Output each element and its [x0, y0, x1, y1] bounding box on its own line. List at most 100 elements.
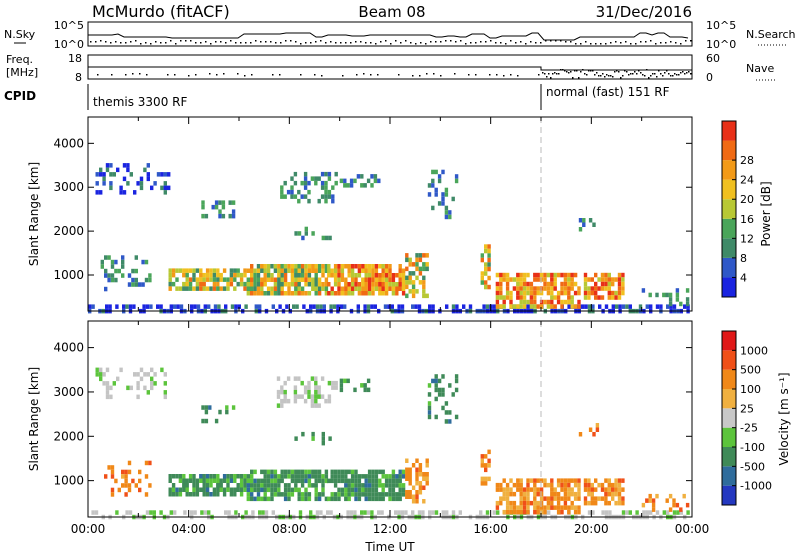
- heatmap-cell: [109, 181, 113, 186]
- heatmap-cell: [434, 187, 438, 193]
- heatmap-cell: [560, 509, 564, 515]
- heatmap-cell: [522, 491, 527, 497]
- heatmap-cell: [283, 483, 288, 488]
- heatmap-cell: [567, 491, 571, 497]
- heatmap-cell: [277, 286, 281, 291]
- heatmap-cell: [570, 281, 574, 287]
- heatmap-cell: [175, 487, 179, 492]
- heatmap-cell: [195, 286, 200, 291]
- heatmap-cell: [315, 304, 320, 309]
- heatmap-cell: [536, 290, 540, 296]
- heatmap-cell: [604, 496, 608, 501]
- heatmap-cell: [567, 496, 571, 501]
- heatmap-cell: [411, 499, 416, 504]
- heatmap-cell: [553, 487, 557, 492]
- heatmap-cell: [536, 487, 540, 492]
- y-tick-label: 3000: [53, 385, 84, 399]
- nsearch-dot: [590, 43, 592, 45]
- heatmap-cell: [260, 291, 264, 296]
- heatmap-cell: [195, 483, 200, 488]
- heatmap-cell: [621, 286, 625, 291]
- heatmap-cell: [300, 483, 305, 488]
- heatmap-cell: [495, 272, 500, 278]
- heatmap-cell: [604, 272, 608, 278]
- heatmap-cell: [454, 387, 459, 393]
- heatmap-cell: [604, 304, 609, 309]
- heatmap-cell: [239, 492, 244, 497]
- nsearch-dot: [345, 42, 347, 44]
- heatmap-cell: [340, 492, 345, 497]
- heatmap-cell: [431, 178, 435, 184]
- x-tick-label: 12:00: [373, 522, 408, 536]
- heatmap-cell: [300, 380, 304, 386]
- nave-dot: [300, 74, 302, 76]
- plot-title: McMurdo (fitACF): [92, 2, 230, 21]
- heatmap-cell: [668, 493, 673, 499]
- heatmap-cell: [330, 273, 334, 278]
- nave-dot: [678, 74, 680, 76]
- heatmap-cell: [280, 286, 284, 291]
- heatmap-cell: [303, 176, 308, 181]
- heatmap-cell: [273, 291, 278, 296]
- heatmap-cell: [394, 510, 398, 515]
- nsearch-dot: [355, 41, 357, 43]
- heatmap-cell: [354, 282, 358, 287]
- nsearch-dot: [400, 42, 402, 44]
- colorbar-tick-label: 28: [740, 154, 754, 167]
- heatmap-cell: [229, 272, 234, 278]
- heatmap-cell: [364, 286, 368, 291]
- heatmap-cell: [233, 272, 237, 278]
- heatmap-cell: [427, 410, 432, 415]
- heatmap-cell: [495, 487, 500, 492]
- heatmap-cell: [344, 492, 348, 497]
- heatmap-cell: [226, 277, 230, 282]
- heatmap-cell: [227, 510, 231, 515]
- nave-dot: [664, 72, 666, 74]
- heatmap-cell: [391, 282, 396, 287]
- power-heatmap-cells: [88, 163, 690, 314]
- heatmap-cell: [261, 510, 265, 515]
- heatmap-cell: [314, 492, 318, 497]
- heatmap-cell: [311, 431, 315, 437]
- heatmap-cell: [327, 282, 331, 287]
- heatmap-cell: [505, 491, 510, 497]
- heatmap-cell: [321, 282, 325, 287]
- heatmap-cell: [300, 474, 305, 479]
- heatmap-cell: [276, 403, 281, 408]
- nsearch-dot: [305, 42, 307, 44]
- heatmap-cell: [480, 271, 484, 276]
- nsearch-dot: [610, 42, 612, 44]
- heatmap-cell: [448, 383, 452, 388]
- heatmap-cell: [201, 213, 205, 219]
- heatmap-cell: [146, 163, 150, 168]
- heatmap-cell: [286, 189, 291, 195]
- heatmap-cell: [484, 271, 488, 276]
- nave-dot: [510, 74, 512, 76]
- heatmap-cell: [563, 277, 568, 282]
- heatmap-cell: [300, 264, 305, 269]
- heatmap-cell: [374, 286, 379, 291]
- heatmap-cell: [327, 394, 332, 399]
- heatmap-cell: [577, 496, 581, 501]
- heatmap-cell: [374, 492, 379, 497]
- heatmap-cell: [263, 478, 267, 484]
- velocity-ylabel: Slant Range [km]: [27, 367, 41, 471]
- heatmap-cell: [405, 284, 409, 290]
- colorbar-swatch: [722, 179, 736, 200]
- heatmap-cell: [229, 277, 234, 282]
- heatmap-cell: [651, 502, 656, 508]
- nave-dot: [688, 71, 690, 73]
- heatmap-cell: [354, 474, 358, 479]
- heatmap-cell: [415, 289, 419, 294]
- heatmap-cell: [231, 405, 236, 410]
- heatmap-cell: [185, 272, 189, 278]
- nave-dot: [552, 73, 554, 75]
- heatmap-cell: [445, 510, 449, 515]
- heatmap-cell: [546, 505, 551, 510]
- heatmap-cell: [297, 478, 301, 484]
- heatmap-cell: [199, 268, 203, 273]
- heatmap-cell: [182, 272, 186, 278]
- heatmap-cell: [283, 380, 287, 386]
